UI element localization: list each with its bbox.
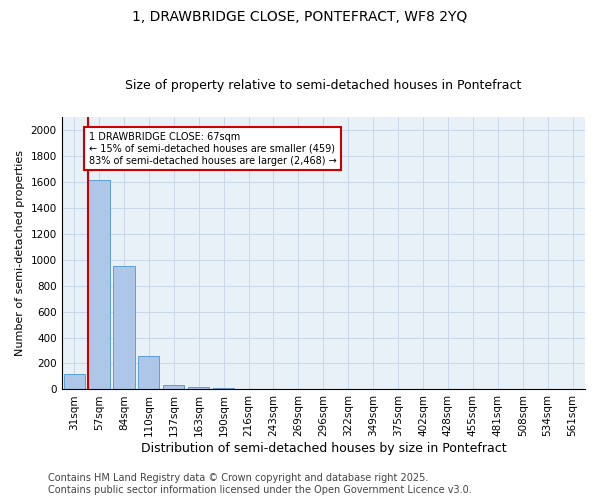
Y-axis label: Number of semi-detached properties: Number of semi-detached properties <box>15 150 25 356</box>
Text: 1 DRAWBRIDGE CLOSE: 67sqm
← 15% of semi-detached houses are smaller (459)
83% of: 1 DRAWBRIDGE CLOSE: 67sqm ← 15% of semi-… <box>89 132 337 166</box>
Text: Contains HM Land Registry data © Crown copyright and database right 2025.
Contai: Contains HM Land Registry data © Crown c… <box>48 474 472 495</box>
Text: 1, DRAWBRIDGE CLOSE, PONTEFRACT, WF8 2YQ: 1, DRAWBRIDGE CLOSE, PONTEFRACT, WF8 2YQ <box>133 10 467 24</box>
Bar <box>188 387 209 390</box>
Bar <box>213 388 234 390</box>
Title: Size of property relative to semi-detached houses in Pontefract: Size of property relative to semi-detach… <box>125 79 521 92</box>
Bar <box>64 374 85 390</box>
X-axis label: Distribution of semi-detached houses by size in Pontefract: Distribution of semi-detached houses by … <box>140 442 506 455</box>
Bar <box>138 356 160 390</box>
Bar <box>88 180 110 390</box>
Bar <box>113 266 134 390</box>
Bar <box>163 384 184 390</box>
